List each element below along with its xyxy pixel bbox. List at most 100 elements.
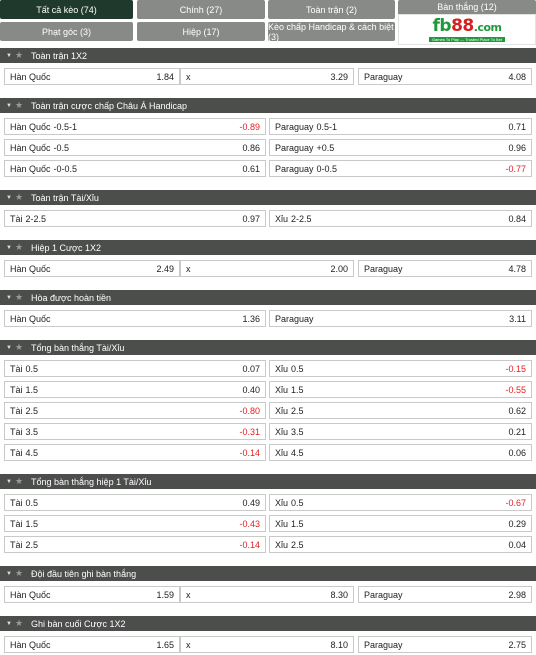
- odds-cell[interactable]: Tài 3.5 -0.31: [4, 423, 266, 440]
- handicap-line: 0.5: [25, 363, 39, 374]
- tab-corners[interactable]: Phạt góc (3): [0, 22, 133, 41]
- star-icon[interactable]: ★: [15, 568, 24, 578]
- chevron-down-icon[interactable]: ▼: [6, 344, 12, 351]
- odds-cell[interactable]: Tài 2-2.5 0.97: [4, 210, 266, 227]
- odds-value: 1.65: [156, 639, 174, 650]
- handicap-line: 1.5: [25, 384, 39, 395]
- tab-handicap-margin[interactable]: Kèo chấp Handicap & cách biệt (3): [268, 21, 395, 42]
- selection-label: Tài 1.5: [10, 519, 239, 529]
- section-header[interactable]: ▼ ★ Tổng bàn thắng hiệp 1 Tài/Xỉu: [0, 474, 536, 489]
- star-icon[interactable]: ★: [15, 476, 24, 486]
- handicap-line: 1.5: [25, 518, 39, 529]
- section-header[interactable]: ▼ ★ Đội đầu tiên ghi bàn thắng: [0, 566, 536, 581]
- odds-cell[interactable]: Hàn Quốc 1.59: [4, 586, 180, 603]
- odds-cell[interactable]: Tài 4.5 -0.14: [4, 444, 266, 461]
- odds-cell[interactable]: x 8.10: [180, 636, 354, 653]
- odds-cell[interactable]: Tài 1.5 0.40: [4, 381, 266, 398]
- selection-label: Hàn Quốc: [10, 264, 156, 274]
- handicap-line: 2-2.5: [25, 213, 47, 224]
- section-title: Hiệp 1 Cược 1X2: [31, 242, 101, 253]
- odds-cell[interactable]: Xỉu 0.5 -0.15: [269, 360, 532, 377]
- selection-label: Paraguay: [275, 314, 509, 324]
- odds-cell[interactable]: Hàn Quốc 1.84: [4, 68, 180, 85]
- star-icon[interactable]: ★: [15, 50, 24, 60]
- tab-goals[interactable]: Bàn thắng (12): [398, 0, 536, 14]
- selection-name: Paraguay: [275, 142, 314, 153]
- section-header[interactable]: ▼ ★ Toàn trận Tài/Xỉu: [0, 190, 536, 205]
- odds-cell[interactable]: Paraguay 2.75: [358, 636, 532, 653]
- selection-label: Hàn Quốc: [10, 590, 156, 600]
- odds-value: 0.86: [242, 142, 260, 153]
- selection-label: Xỉu 2.5: [275, 406, 508, 416]
- selection-label: Hàn Quốc -0.5-1: [10, 122, 239, 132]
- chevron-down-icon[interactable]: ▼: [6, 244, 12, 251]
- odds-cell[interactable]: x 2.00: [180, 260, 354, 277]
- odds-cell[interactable]: Hàn Quốc 1.65: [4, 636, 180, 653]
- handicap-line: 4.5: [291, 447, 304, 458]
- selection-label: Paraguay: [364, 264, 508, 274]
- odds-cell[interactable]: Paraguay 2.98: [358, 586, 532, 603]
- handicap-line: 2-2.5: [291, 213, 312, 224]
- odds-value: 0.96: [508, 142, 526, 153]
- odds-cell[interactable]: Xỉu 1.5 0.29: [269, 515, 532, 532]
- chevron-down-icon[interactable]: ▼: [6, 294, 12, 301]
- odds-cell[interactable]: Hàn Quốc -0.5-1 -0.89: [4, 118, 266, 135]
- handicap-line: 2.5: [25, 405, 39, 416]
- odds-cell[interactable]: Tài 1.5 -0.43: [4, 515, 266, 532]
- odds-value: -0.80: [239, 405, 260, 416]
- odds-cell[interactable]: Paraguay 3.11: [269, 310, 532, 327]
- fb88-logo[interactable]: fb88.com Games To Play — Trusted Place T…: [398, 14, 536, 45]
- selection-label: Xỉu 2-2.5: [275, 214, 508, 224]
- selection-name: Paraguay: [275, 121, 314, 132]
- odds-cell[interactable]: Tài 0.5 0.49: [4, 494, 266, 511]
- odds-cell[interactable]: Hàn Quốc 2.49: [4, 260, 180, 277]
- odds-cell[interactable]: Tài 0.5 0.07: [4, 360, 266, 377]
- chevron-down-icon[interactable]: ▼: [6, 478, 12, 485]
- handicap-line: +0.5: [316, 142, 335, 153]
- section-header[interactable]: ▼ ★ Tổng bàn thắng Tài/Xỉu: [0, 340, 536, 355]
- odds-cell[interactable]: Xỉu 0.5 -0.67: [269, 494, 532, 511]
- odds-cell[interactable]: Hàn Quốc -0-0.5 0.61: [4, 160, 266, 177]
- odds-cell[interactable]: Xỉu 3.5 0.21: [269, 423, 532, 440]
- chevron-down-icon[interactable]: ▼: [6, 620, 12, 627]
- selection-name: Paraguay: [275, 313, 314, 324]
- odds-cell[interactable]: Xỉu 1.5 -0.55: [269, 381, 532, 398]
- section-header[interactable]: ▼ ★ Toàn trận cược chấp Châu Á Handicap: [0, 98, 536, 113]
- odds-cell[interactable]: Paraguay 4.08: [358, 68, 532, 85]
- tab-halves[interactable]: Hiệp (17): [137, 22, 265, 41]
- handicap-line: 0.5-1: [316, 121, 338, 132]
- odds-cell[interactable]: Xỉu 2.5 0.04: [269, 536, 532, 553]
- star-icon[interactable]: ★: [15, 618, 24, 628]
- tab-full-time[interactable]: Toàn trận (2): [268, 0, 395, 19]
- star-icon[interactable]: ★: [15, 342, 24, 352]
- odds-cell[interactable]: Hàn Quốc -0.5 0.86: [4, 139, 266, 156]
- odds-cell[interactable]: Paraguay 0-0.5 -0.77: [269, 160, 532, 177]
- odds-cell[interactable]: Xỉu 2-2.5 0.84: [269, 210, 532, 227]
- odds-cell[interactable]: Tài 2.5 -0.14: [4, 536, 266, 553]
- tab-all-markets[interactable]: Tất cả kèo (74): [0, 0, 133, 19]
- section-header[interactable]: ▼ ★ Hòa được hoàn tiền: [0, 290, 536, 305]
- tab-main[interactable]: Chính (27): [137, 0, 265, 19]
- odds-value: 8.10: [330, 639, 348, 650]
- chevron-down-icon[interactable]: ▼: [6, 194, 12, 201]
- odds-cell[interactable]: Xỉu 4.5 0.06: [269, 444, 532, 461]
- section-header[interactable]: ▼ ★ Toàn trận 1X2: [0, 48, 536, 63]
- odds-cell[interactable]: x 8.30: [180, 586, 354, 603]
- odds-cell[interactable]: Tài 2.5 -0.80: [4, 402, 266, 419]
- odds-value: 8.30: [330, 589, 348, 600]
- star-icon[interactable]: ★: [15, 242, 24, 252]
- odds-cell[interactable]: Xỉu 2.5 0.62: [269, 402, 532, 419]
- star-icon[interactable]: ★: [15, 292, 24, 302]
- odds-cell[interactable]: Paraguay 0.5-1 0.71: [269, 118, 532, 135]
- odds-cell[interactable]: Paraguay 4.78: [358, 260, 532, 277]
- section-header[interactable]: ▼ ★ Hiệp 1 Cược 1X2: [0, 240, 536, 255]
- odds-cell[interactable]: x 3.29: [180, 68, 354, 85]
- section-header[interactable]: ▼ ★ Ghi bàn cuối Cược 1X2: [0, 616, 536, 631]
- chevron-down-icon[interactable]: ▼: [6, 570, 12, 577]
- star-icon[interactable]: ★: [15, 192, 24, 202]
- star-icon[interactable]: ★: [15, 100, 24, 110]
- chevron-down-icon[interactable]: ▼: [6, 102, 12, 109]
- odds-cell[interactable]: Hàn Quốc 1.36: [4, 310, 266, 327]
- odds-cell[interactable]: Paraguay +0.5 0.96: [269, 139, 532, 156]
- chevron-down-icon[interactable]: ▼: [6, 52, 12, 59]
